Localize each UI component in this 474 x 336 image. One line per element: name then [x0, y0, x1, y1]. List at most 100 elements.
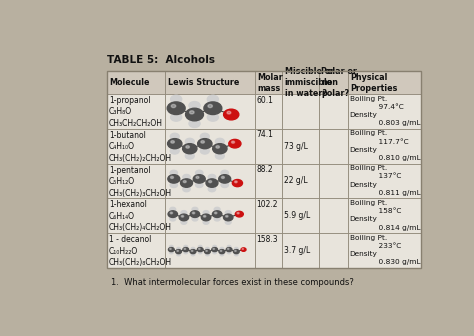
Text: 158.3: 158.3: [256, 235, 278, 244]
Circle shape: [181, 215, 183, 217]
Circle shape: [186, 108, 203, 121]
Text: 1 - decanol
C₁₀H₂₂O
CH₃(CH₂)₈CH₂OH: 1 - decanol C₁₀H₂₂O CH₃(CH₂)₈CH₂OH: [109, 235, 172, 267]
Circle shape: [170, 170, 177, 175]
Circle shape: [185, 153, 194, 159]
Circle shape: [170, 245, 173, 248]
Circle shape: [196, 176, 199, 178]
Circle shape: [208, 104, 212, 108]
Circle shape: [191, 247, 195, 250]
Bar: [283, 233, 319, 268]
Circle shape: [221, 176, 224, 178]
Bar: [283, 164, 319, 198]
Circle shape: [199, 251, 202, 254]
Circle shape: [213, 248, 215, 249]
Bar: [319, 198, 348, 233]
Circle shape: [170, 182, 177, 187]
Bar: [348, 233, 421, 268]
Circle shape: [168, 175, 180, 183]
Bar: [319, 164, 348, 198]
Circle shape: [220, 250, 222, 251]
Circle shape: [199, 245, 202, 248]
Circle shape: [229, 139, 241, 148]
Circle shape: [171, 141, 174, 143]
Circle shape: [196, 182, 203, 187]
Circle shape: [224, 109, 239, 120]
Circle shape: [213, 144, 227, 154]
Circle shape: [176, 250, 182, 254]
Circle shape: [171, 104, 176, 108]
Circle shape: [191, 250, 193, 251]
Bar: [107, 94, 165, 129]
Circle shape: [213, 245, 217, 248]
Circle shape: [235, 211, 243, 217]
Circle shape: [190, 211, 200, 217]
Circle shape: [183, 174, 190, 180]
Text: 74.1: 74.1: [256, 130, 273, 139]
Bar: [319, 71, 348, 94]
Circle shape: [212, 211, 222, 217]
Circle shape: [208, 174, 216, 180]
Circle shape: [206, 247, 209, 250]
Circle shape: [181, 211, 187, 215]
Circle shape: [203, 220, 209, 224]
Text: Miscible or
immiscible
in water?: Miscible or immiscible in water?: [284, 67, 334, 98]
Bar: [107, 71, 421, 268]
Circle shape: [209, 180, 212, 183]
Bar: [255, 164, 283, 198]
Circle shape: [226, 215, 228, 217]
Circle shape: [214, 207, 220, 211]
Circle shape: [192, 212, 195, 214]
Circle shape: [215, 212, 217, 214]
Bar: [165, 71, 255, 94]
Text: Boiling Pt.
            233°C
Density
            0.830 g/mL: Boiling Pt. 233°C Density 0.830 g/mL: [349, 235, 420, 265]
Bar: [255, 94, 283, 129]
Circle shape: [170, 251, 173, 254]
Circle shape: [206, 179, 218, 187]
Bar: [165, 94, 255, 129]
Circle shape: [220, 253, 224, 256]
Bar: [255, 233, 283, 268]
Circle shape: [192, 217, 198, 221]
Circle shape: [235, 253, 238, 256]
Bar: [348, 94, 421, 129]
Text: 22 g/L: 22 g/L: [284, 176, 308, 185]
Circle shape: [184, 248, 186, 249]
Circle shape: [225, 211, 231, 215]
Bar: [319, 233, 348, 268]
Bar: [107, 71, 165, 94]
Bar: [283, 94, 319, 129]
Circle shape: [182, 144, 197, 154]
Circle shape: [233, 250, 239, 254]
Circle shape: [241, 248, 246, 251]
Text: 1-hexanol
C₆H₁₄O
CH₃(CH₂)₄CH₂OH: 1-hexanol C₆H₁₄O CH₃(CH₂)₄CH₂OH: [109, 201, 172, 233]
Circle shape: [231, 141, 235, 143]
Circle shape: [220, 247, 224, 250]
Bar: [348, 71, 421, 94]
Circle shape: [201, 214, 211, 221]
Text: Lewis Structure: Lewis Structure: [168, 78, 239, 87]
Circle shape: [235, 250, 236, 251]
Circle shape: [177, 247, 180, 250]
Circle shape: [183, 248, 189, 252]
Bar: [348, 198, 421, 233]
Circle shape: [181, 179, 192, 187]
Circle shape: [221, 170, 228, 175]
Text: Boiling Pt.
            97.4°C
Density
            0.803 g/mL: Boiling Pt. 97.4°C Density 0.803 g/mL: [349, 95, 420, 126]
Circle shape: [232, 179, 243, 187]
Circle shape: [221, 182, 228, 187]
Circle shape: [189, 120, 200, 127]
Text: 1-pentanol
C₅H₁₂O
CH₃(CH₂)₃CH₂OH: 1-pentanol C₅H₁₂O CH₃(CH₂)₃CH₂OH: [109, 166, 172, 198]
Text: 5.9 g/L: 5.9 g/L: [284, 211, 310, 220]
Circle shape: [201, 133, 209, 139]
Circle shape: [171, 113, 182, 121]
Circle shape: [219, 175, 231, 183]
Circle shape: [170, 212, 173, 214]
Circle shape: [184, 245, 188, 248]
Circle shape: [170, 133, 179, 139]
Text: 73 g/L: 73 g/L: [284, 142, 308, 151]
Circle shape: [205, 250, 210, 254]
Circle shape: [183, 180, 186, 183]
Circle shape: [189, 101, 200, 110]
Circle shape: [171, 95, 182, 103]
Circle shape: [212, 248, 218, 252]
